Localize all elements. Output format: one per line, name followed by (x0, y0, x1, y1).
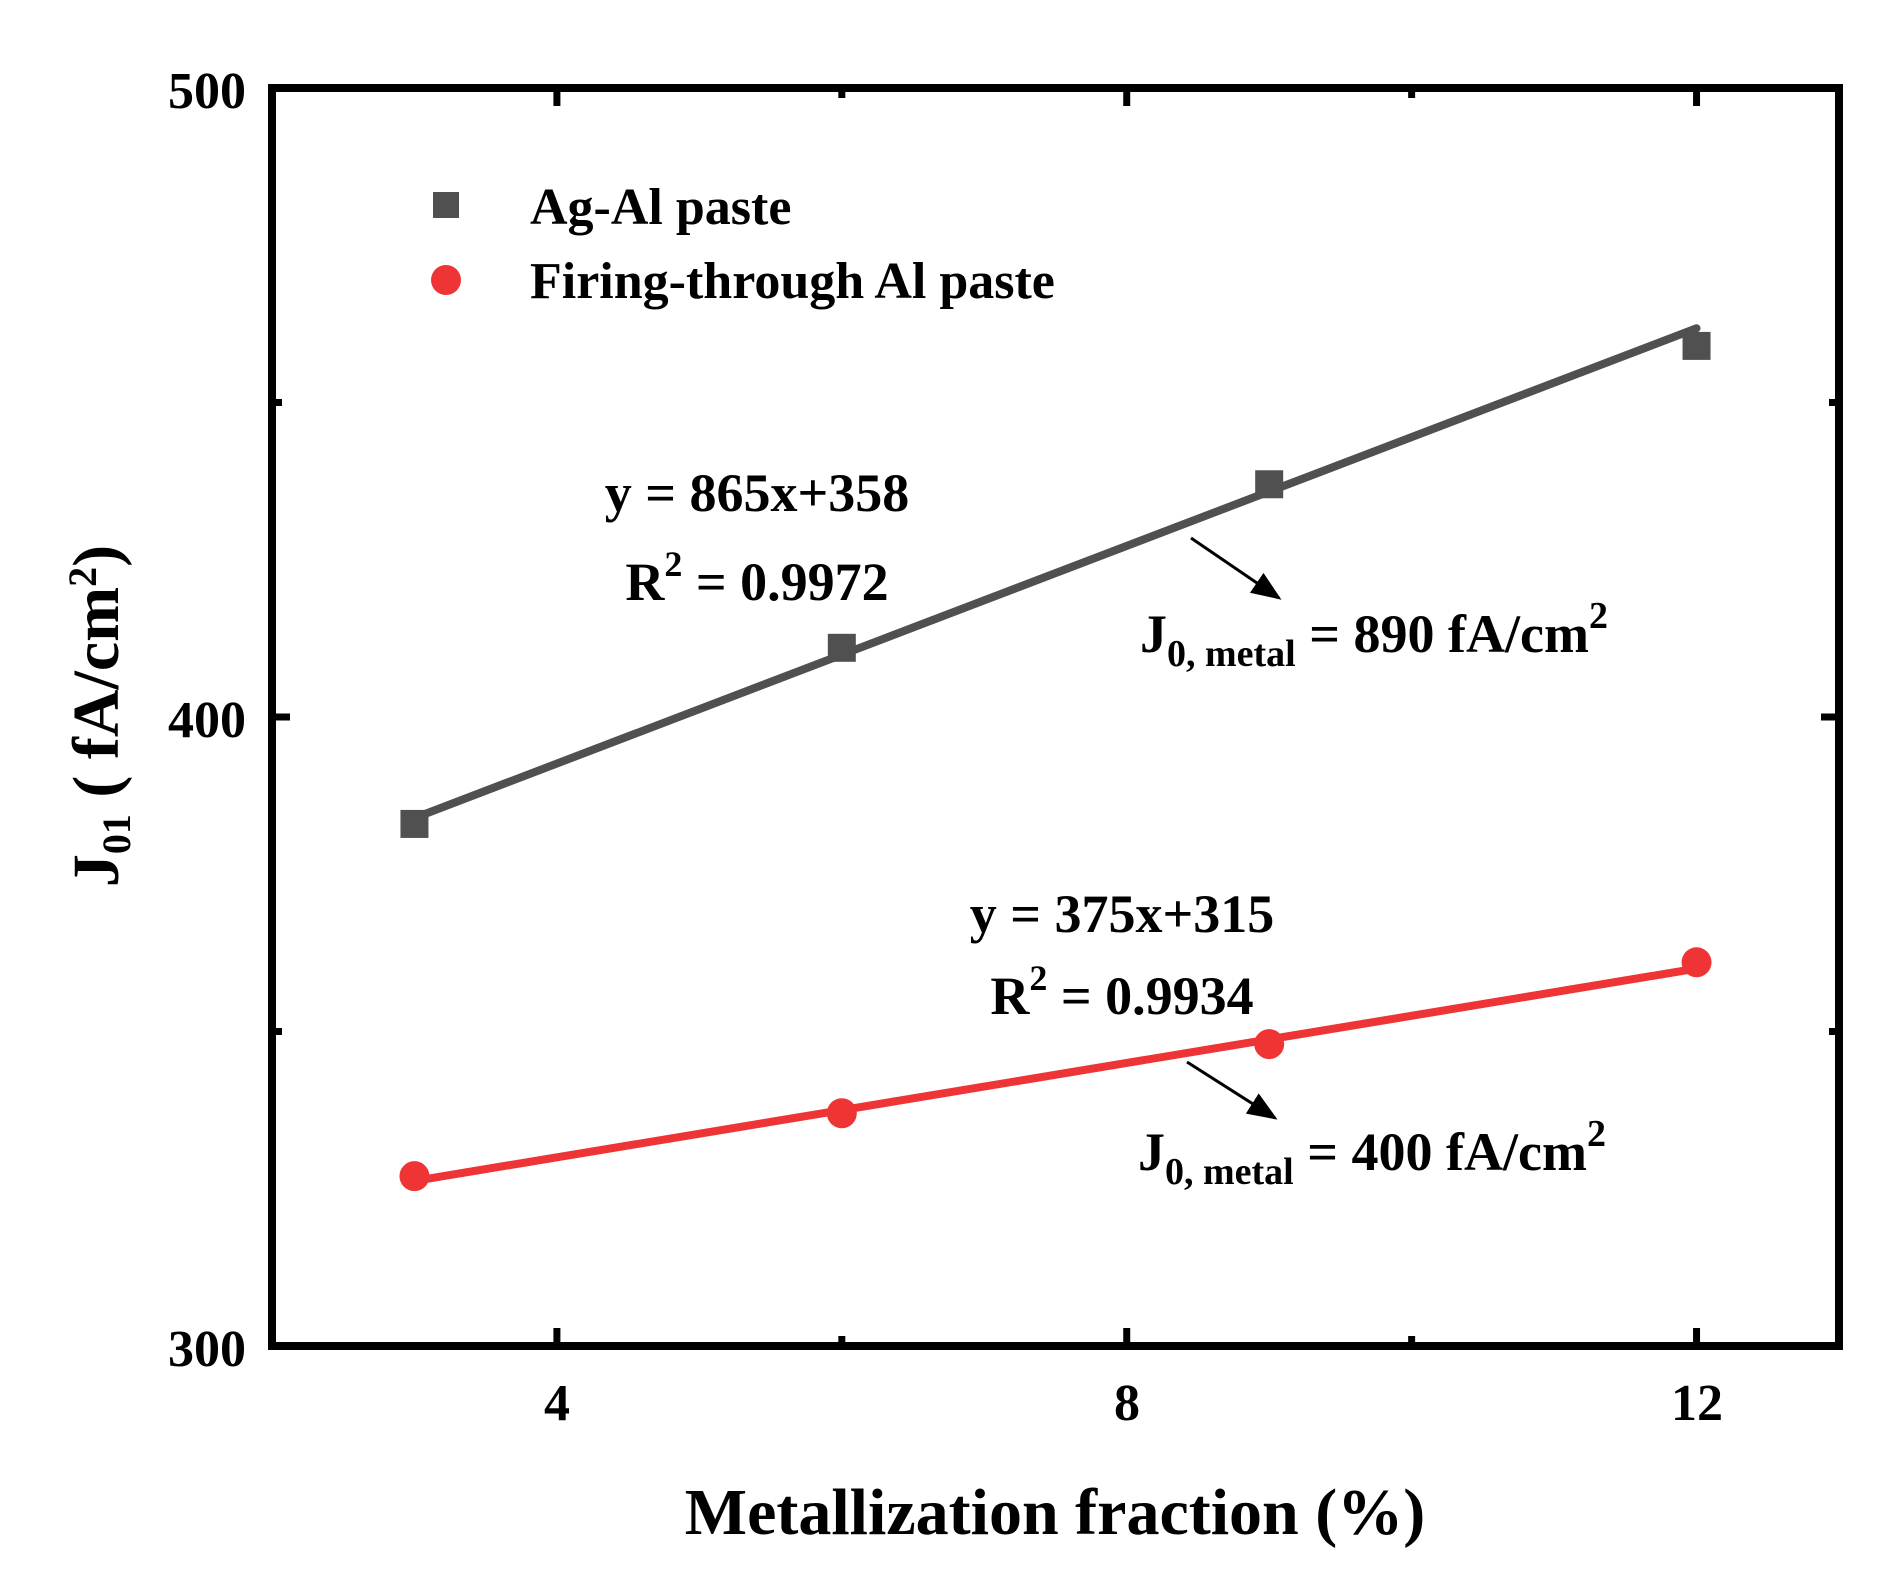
legend: Ag-Al paste Firing-through Al paste (431, 179, 1055, 310)
r2-sup: 2 (664, 544, 682, 584)
data-point-ag-al (400, 809, 429, 838)
fit-lines (410, 324, 1701, 1185)
equation-firing-through: y = 375x+315 (970, 884, 1275, 944)
axis-ticks (272, 84, 1839, 1350)
y-axis-title-main: J (60, 854, 133, 887)
x-tick-label: 4 (544, 1375, 570, 1432)
j0-main: J (1140, 604, 1167, 664)
data-point-firing-through (399, 1161, 430, 1192)
y-axis-title-sup: 2 (60, 567, 105, 587)
r2-ag-al: R2 = 0.9972 (625, 544, 888, 612)
j0-sub: 0, metal (1165, 1151, 1294, 1193)
y-tick-labels: 300 400 500 (168, 63, 246, 1378)
data-markers (399, 331, 1712, 1192)
x-tick-labels: 4 8 12 (544, 1375, 1723, 1432)
legend-marker-firing-through (431, 265, 461, 295)
x-tick-label: 8 (1114, 1375, 1140, 1432)
r2-value: = 0.9934 (1047, 966, 1253, 1026)
y-tick-label: 400 (168, 692, 246, 749)
data-point-firing-through (826, 1098, 857, 1129)
r2-value: = 0.9972 (682, 552, 888, 612)
r2-sup: 2 (1029, 958, 1047, 998)
data-point-firing-through (1254, 1029, 1285, 1060)
arrow-firing-through (1186, 1060, 1278, 1120)
legend-label-firing-through: Firing-through Al paste (530, 253, 1055, 310)
j0-firing-through: J0, metal = 400 fA/cm2 (1138, 1113, 1606, 1193)
j0-value: = 890 fA/cm (1296, 604, 1589, 664)
data-point-ag-al (827, 633, 856, 662)
plot-frame (268, 84, 1843, 1350)
fit-line-firing-through (410, 964, 1701, 1185)
arrow-ag-al (1190, 536, 1282, 600)
data-point-ag-al (1255, 470, 1284, 499)
data-point-ag-al (1682, 331, 1711, 360)
j0-ag-al: J0, metal = 890 fA/cm2 (1140, 595, 1608, 675)
annotation-ag-al: y = 865x+358 R2 = 0.9972 J0, metal = 890… (605, 463, 1608, 675)
x-axis-title: Metallization fraction (%) (685, 1476, 1425, 1549)
r2-prefix: R (990, 966, 1030, 1026)
equation-ag-al: y = 865x+358 (605, 463, 910, 523)
j0-sup: 2 (1589, 595, 1608, 637)
y-axis-title-close: ) (60, 545, 133, 567)
data-point-firing-through (1681, 947, 1712, 978)
y-tick-label: 300 (168, 1321, 246, 1378)
y-axis-title-sub: 01 (94, 814, 139, 854)
x-tick-label: 12 (1671, 1375, 1723, 1432)
annotation-firing-through: y = 375x+315 R2 = 0.9934 J0, metal = 400… (970, 884, 1606, 1193)
j0-sup: 2 (1587, 1113, 1606, 1155)
r2-firing-through: R2 = 0.9934 (990, 958, 1253, 1026)
y-axis-title: J01 ( fA/cm2) (60, 545, 139, 887)
j0-sub: 0, metal (1167, 633, 1296, 675)
legend-marker-ag-al (433, 192, 459, 218)
j0-value: = 400 fA/cm (1294, 1122, 1587, 1182)
j0-main: J (1138, 1122, 1165, 1182)
y-axis-title-unit: ( fA/cm (60, 587, 133, 814)
y-tick-label: 500 (168, 63, 246, 120)
legend-label-ag-al: Ag-Al paste (530, 179, 791, 236)
fit-line-ag-al (410, 324, 1701, 822)
r2-prefix: R (625, 552, 665, 612)
